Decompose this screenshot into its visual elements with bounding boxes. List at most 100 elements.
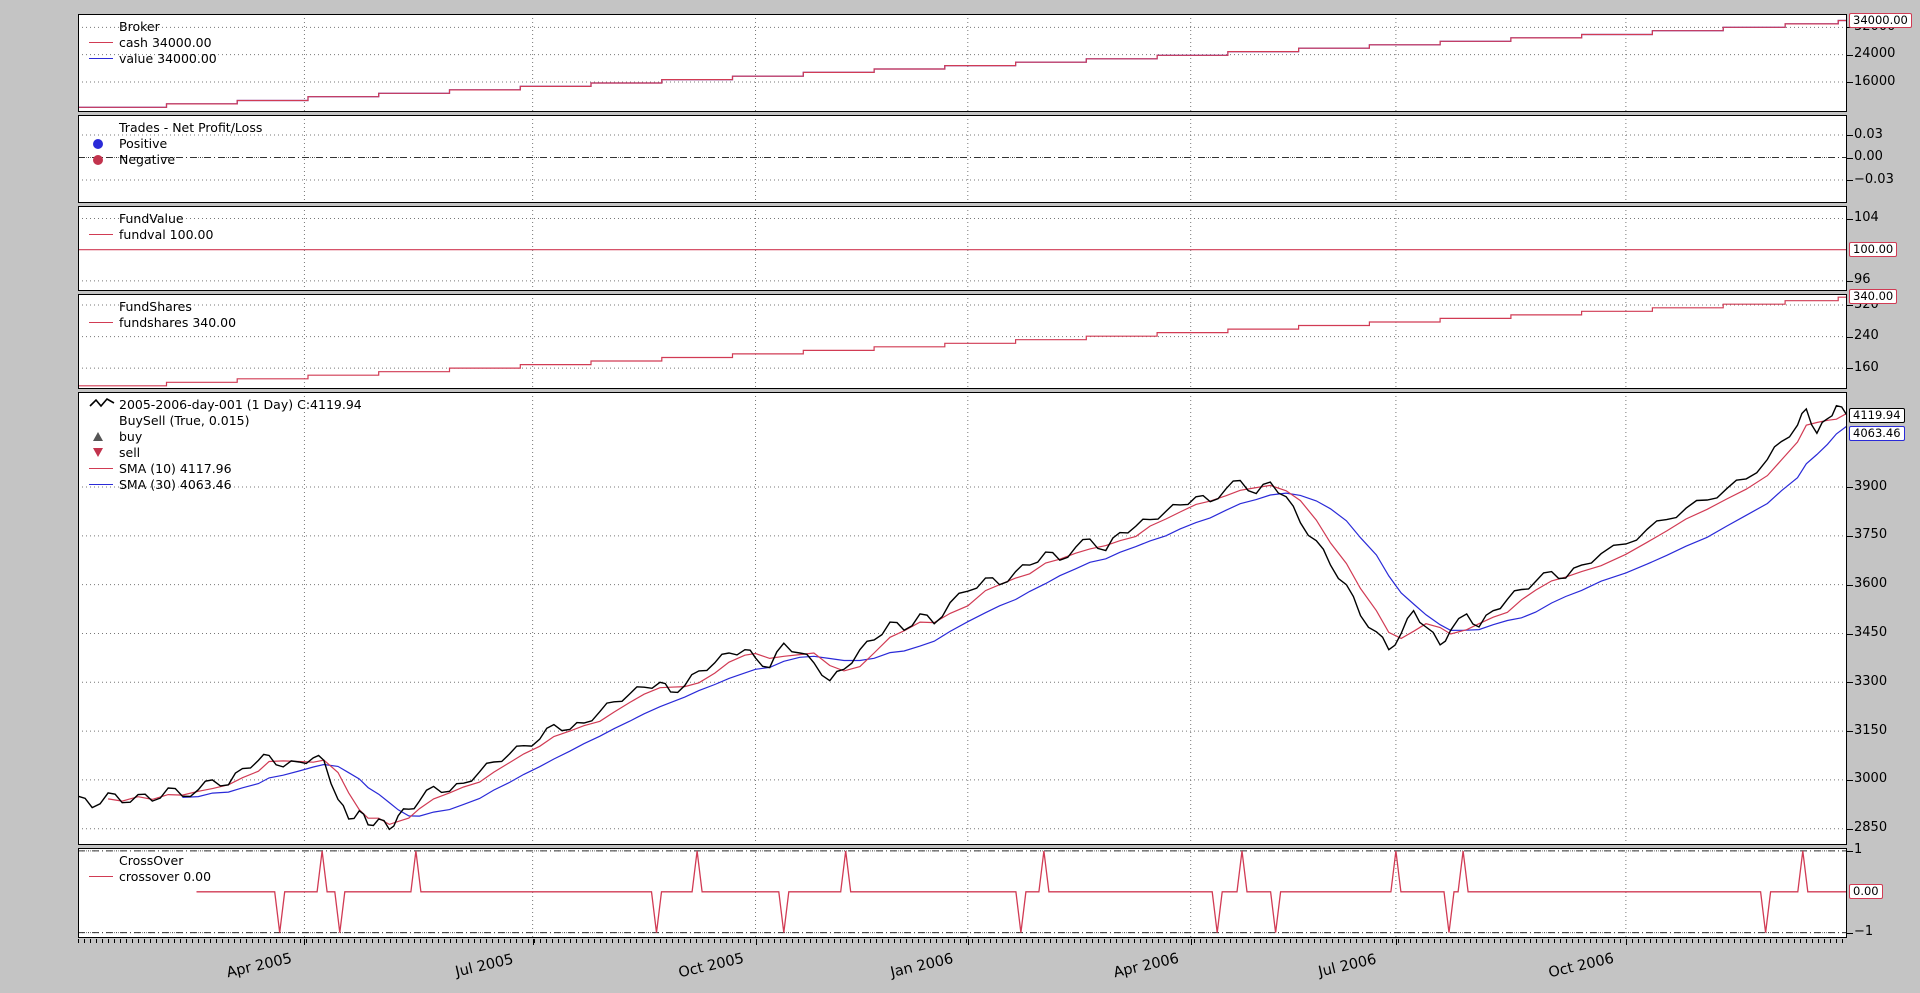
- panel-fundvalue: FundValue fundval 100.00: [78, 206, 1847, 291]
- legend-entry: value 34000.00: [89, 51, 217, 66]
- y-tick-label: 3300: [1854, 673, 1888, 689]
- last-value-tag: 34000.00: [1849, 12, 1912, 28]
- legend-label: value 34000.00: [119, 51, 217, 66]
- y-tick-mark: [1847, 584, 1853, 586]
- legend-entry: Broker: [89, 19, 217, 34]
- legend-label: sell: [119, 445, 141, 460]
- y-tick-mark: [1847, 633, 1853, 635]
- y-tick-mark: [1847, 135, 1853, 136]
- y-tick-mark: [1847, 180, 1853, 181]
- series-sma10: [108, 413, 1846, 826]
- last-value-tag: 100.00: [1849, 241, 1898, 257]
- series-fundshares: [79, 296, 1846, 387]
- legend-label: Trades - Net Profit/Loss: [119, 120, 263, 135]
- line-swatch-icon: [89, 234, 113, 235]
- legend-swatch-spacer: [89, 448, 119, 457]
- panel-broker: Broker cash 34000.00 value 34000.00: [78, 14, 1847, 112]
- legend-swatch-spacer: [89, 58, 119, 59]
- x-tick-label: Jan 2006: [888, 951, 955, 981]
- y-tick-mark: [1847, 305, 1853, 306]
- line-swatch-icon: [89, 468, 113, 469]
- y-tick-label: 3150: [1854, 722, 1888, 738]
- legend-entry: fundval 100.00: [89, 227, 213, 242]
- x-tick-mark: [967, 939, 969, 945]
- legend-label: Broker: [119, 19, 160, 34]
- x-tick-mark: [1625, 939, 1627, 945]
- x-axis-minor-ticks: [78, 939, 1847, 943]
- legend-label: CrossOver: [119, 853, 184, 868]
- legend-label: Negative: [119, 152, 176, 167]
- y-tick-label: 96: [1854, 272, 1871, 288]
- legend-swatch-spacer: [89, 432, 119, 441]
- panel-main: 2005-2006-day-001 (1 Day) C:4119.94 BuySe…: [78, 392, 1847, 845]
- y-tick-mark: [1847, 932, 1853, 934]
- legend-label: crossover 0.00: [119, 869, 212, 884]
- legend-label: SMA (10) 4117.96: [119, 461, 232, 476]
- legend-label: SMA (30) 4063.46: [119, 477, 232, 492]
- y-tick-label: 3450: [1854, 625, 1888, 640]
- y-tick-label: 240: [1854, 328, 1879, 344]
- last-value-tag: 4119.94: [1849, 407, 1905, 423]
- y-tick-mark: [1847, 535, 1853, 537]
- x-tick-label: Apr 2006: [1111, 950, 1181, 982]
- legend-main: 2005-2006-day-001 (1 Day) C:4119.94 BuySe…: [89, 397, 362, 493]
- legend-swatch-spacer: [89, 138, 119, 149]
- y-tick-label: 1: [1854, 842, 1863, 858]
- legend-entry: sell: [89, 445, 362, 460]
- legend-label: fundval 100.00: [119, 227, 214, 242]
- x-tick-label: Oct 2005: [676, 950, 746, 982]
- legend-label: BuySell (True, 0.015): [119, 413, 250, 428]
- x-tick-label: Apr 2005: [225, 950, 294, 982]
- legend-swatch-spacer: [89, 234, 119, 235]
- sell-triangle-icon: [93, 448, 103, 457]
- legend-label: buy: [119, 429, 143, 444]
- legend-broker: Broker cash 34000.00 value 34000.00: [89, 19, 217, 67]
- legend-label: 2005-2006-day-001 (1 Day) C:4119.94: [119, 397, 362, 412]
- legend-entry: Negative: [89, 152, 262, 167]
- line-swatch-icon: [89, 58, 113, 59]
- y-tick-mark: [1847, 280, 1853, 282]
- y-tick-mark: [1847, 368, 1853, 370]
- legend-entry: FundShares: [89, 299, 236, 314]
- y-tick-label: 3750: [1854, 527, 1888, 543]
- legend-label: fundshares 340.00: [119, 315, 237, 330]
- panel-crossover: CrossOver crossover 0.00: [78, 848, 1847, 938]
- legend-entry: buy: [89, 429, 362, 444]
- legend-entry: crossover 0.00: [89, 869, 211, 884]
- x-tick-label: Jul 2006: [1316, 951, 1378, 981]
- line-swatch-icon: [89, 876, 113, 877]
- plot-area-crossover: [79, 849, 1846, 937]
- y-tick-label: 160: [1854, 359, 1879, 375]
- y-tick-mark: [1847, 828, 1853, 830]
- line-swatch-icon: [89, 484, 113, 485]
- y-tick-label: 3000: [1854, 771, 1888, 787]
- y-tick-label: 0.03: [1854, 126, 1883, 142]
- y-tick-label: −0.03: [1854, 171, 1894, 187]
- y-tick-label: 2850: [1854, 820, 1888, 836]
- series-crossover: [196, 850, 1846, 933]
- y-tick-label: 3900: [1854, 478, 1888, 494]
- legend-fundshares: FundShares fundshares 340.00: [89, 299, 236, 331]
- legend-swatch-spacer: [89, 876, 119, 877]
- dot-swatch-icon: [93, 138, 103, 149]
- legend-entry: SMA (10) 4117.96: [89, 461, 362, 476]
- legend-entry: Trades - Net Profit/Loss: [89, 120, 262, 135]
- plot-area-fundshares: [79, 295, 1846, 388]
- panel-fundshares: FundShares fundshares 340.00: [78, 294, 1847, 389]
- x-tick-mark: [304, 939, 306, 945]
- legend-fundvalue: FundValue fundval 100.00: [89, 211, 213, 243]
- legend-swatch-spacer: [89, 484, 119, 485]
- y-tick-label: 16000: [1854, 73, 1896, 89]
- legend-entry: BuySell (True, 0.015): [89, 413, 362, 428]
- x-tick-mark: [1395, 939, 1397, 945]
- line-swatch-icon: [89, 42, 113, 43]
- x-tick-mark: [1190, 939, 1192, 945]
- legend-label: FundValue: [119, 211, 184, 226]
- y-tick-mark: [1847, 487, 1853, 488]
- legend-entry: cash 34000.00: [89, 35, 217, 50]
- legend-swatch-spacer: [89, 42, 119, 43]
- legend-label: FundShares: [119, 299, 192, 314]
- series-close: [79, 404, 1846, 831]
- legend-swatch-spacer: [89, 322, 119, 323]
